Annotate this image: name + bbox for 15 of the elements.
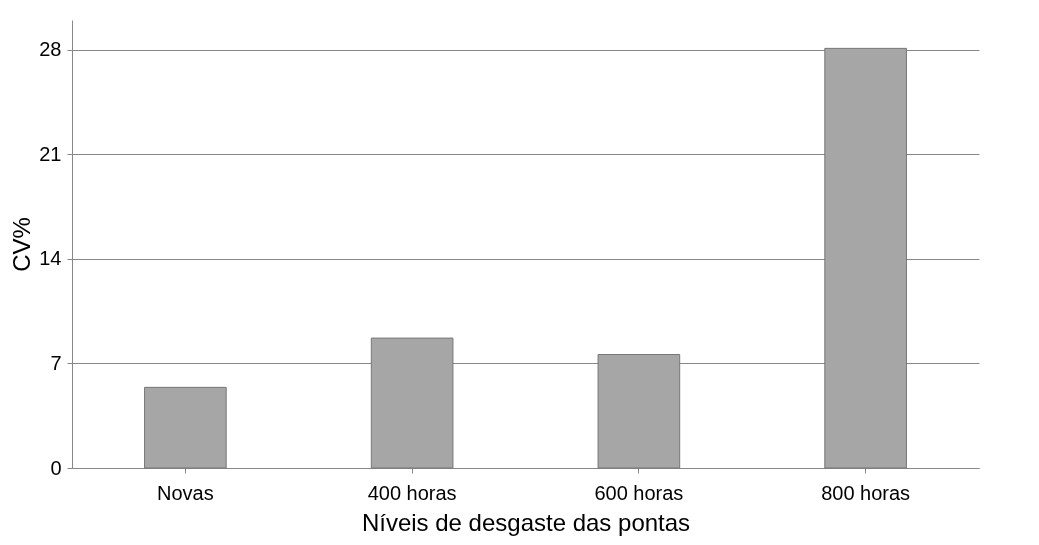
y-tick-label: 21 [39, 142, 62, 165]
bar [144, 386, 227, 469]
x-tick-label: 800 horas [821, 481, 911, 504]
x-axis-title: Níveis de desgaste das pontas [361, 508, 691, 536]
x-tick-label: 600 horas [594, 481, 684, 504]
y-tick-label: 0 [50, 456, 62, 479]
y-tick-label: 14 [39, 247, 62, 270]
x-tick-label: Novas [157, 481, 214, 504]
bar [370, 337, 454, 469]
bar [824, 47, 907, 469]
y-tick-label: 28 [39, 38, 62, 61]
y-tick-label: 7 [50, 351, 62, 374]
y-axis-title: CV% [8, 217, 36, 272]
x-tick-label: 400 horas [367, 481, 457, 504]
bar [597, 354, 681, 469]
